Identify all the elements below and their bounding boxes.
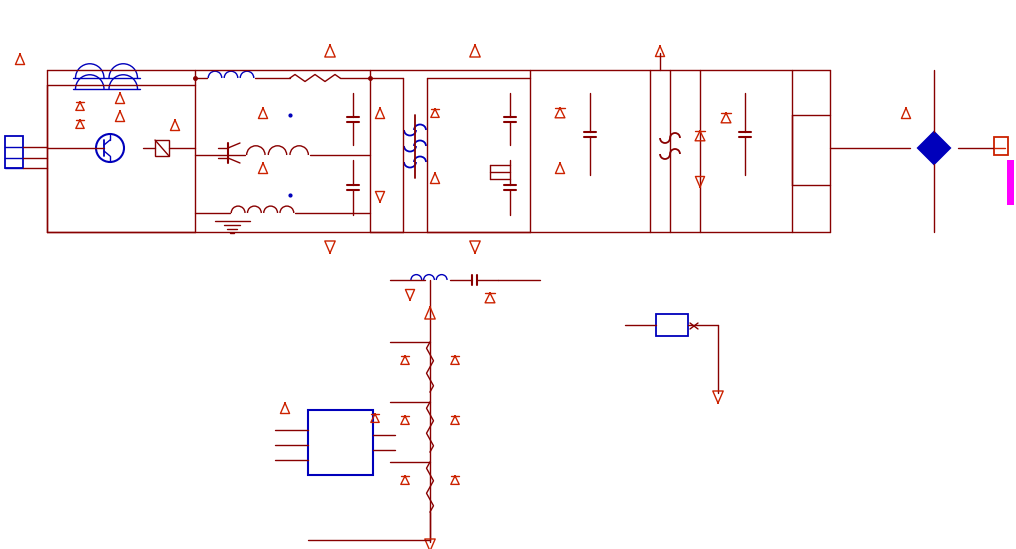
Bar — [1007, 160, 1014, 205]
Bar — [994, 137, 1008, 155]
Bar — [155, 140, 169, 156]
Bar — [308, 410, 373, 475]
Polygon shape — [934, 148, 950, 164]
Polygon shape — [918, 132, 934, 148]
Bar — [5, 136, 23, 168]
Polygon shape — [918, 148, 934, 164]
Polygon shape — [934, 132, 950, 148]
Bar — [656, 314, 688, 336]
